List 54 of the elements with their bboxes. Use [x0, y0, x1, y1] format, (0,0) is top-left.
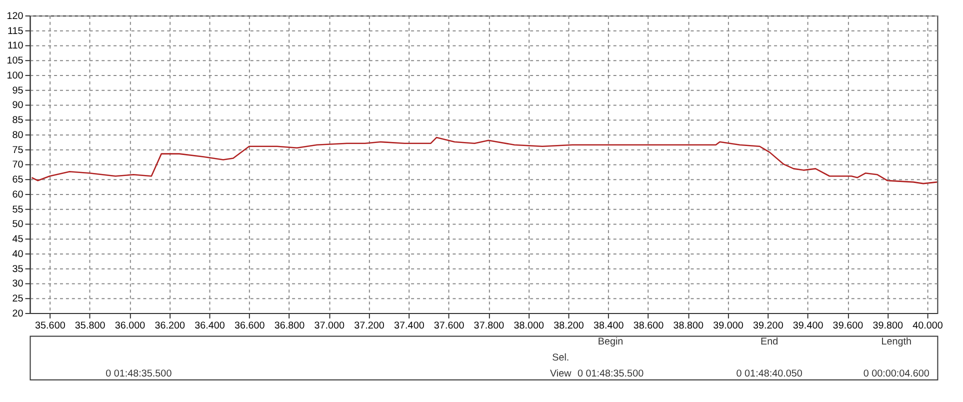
y-tick-label: 80 [12, 130, 24, 141]
y-tick-label: 50 [12, 219, 24, 230]
y-tick-label: 85 [12, 115, 24, 126]
y-tick-label: 100 [6, 70, 24, 82]
y-tick-label: 65 [12, 174, 24, 186]
x-tick-label: 35.600 [35, 320, 66, 332]
x-tick-label: 37.400 [394, 320, 425, 332]
x-tick-label: 37.800 [474, 320, 505, 332]
x-tick-label: 39.600 [832, 320, 864, 332]
x-tick-label: 38.400 [593, 320, 624, 332]
x-tick-label: 36.000 [114, 320, 146, 332]
y-tick-label: 55 [12, 204, 24, 216]
x-tick-label: 40.000 [912, 320, 944, 332]
y-tick-label: 30 [12, 278, 24, 290]
x-tick-label: 38.200 [554, 320, 584, 332]
y-tick-label: 25 [12, 294, 24, 305]
text: Length [881, 336, 912, 348]
text: View [550, 368, 572, 380]
text: 0 00:00:04.600 [863, 368, 930, 380]
y-tick-label: 120 [6, 10, 24, 22]
x-tick-label: 36.200 [154, 320, 186, 332]
text: 0 01:48:35.500 [106, 368, 172, 380]
x-tick-label: 39.000 [713, 320, 744, 332]
y-tick-label: 40 [12, 248, 24, 260]
y-tick-label: 95 [12, 85, 24, 96]
x-tick-label: 38.800 [673, 320, 704, 332]
y-tick-label: 20 [12, 308, 24, 320]
text: End [760, 336, 778, 348]
y-tick-label: 45 [12, 234, 24, 246]
y-tick-label: 60 [12, 189, 24, 200]
x-tick-label: 36.400 [194, 320, 226, 332]
x-tick-label: 37.200 [354, 320, 385, 332]
x-tick-label: 37.000 [314, 320, 346, 332]
y-tick-label: 110 [8, 40, 24, 52]
x-tick-label: 39.400 [792, 320, 824, 332]
x-tick-label: 37.600 [434, 320, 465, 332]
y-tick-label: 90 [12, 100, 24, 112]
y-tick-label: 115 [8, 26, 24, 37]
y-tick-label: 35 [12, 264, 24, 275]
x-tick-label: 38.600 [633, 320, 664, 332]
line-series [31, 136, 938, 184]
y-tick-label: 75 [12, 144, 24, 156]
y-tick-label: 105 [6, 56, 24, 67]
text: Sel. [552, 352, 570, 364]
x-tick-label: 38.000 [514, 320, 544, 332]
x-tick-label: 36.600 [234, 320, 266, 332]
x-tick-label: 36.800 [274, 320, 306, 332]
text: Begin [598, 336, 624, 348]
x-tick-label: 39.800 [872, 320, 904, 332]
x-tick-label: 35.800 [74, 320, 106, 332]
text: 0 01:48:40.050 [736, 368, 803, 380]
text: 0 01:48:35.500 [577, 368, 644, 380]
x-tick-label: 39.200 [753, 320, 784, 332]
y-tick-label: 70 [12, 160, 24, 171]
